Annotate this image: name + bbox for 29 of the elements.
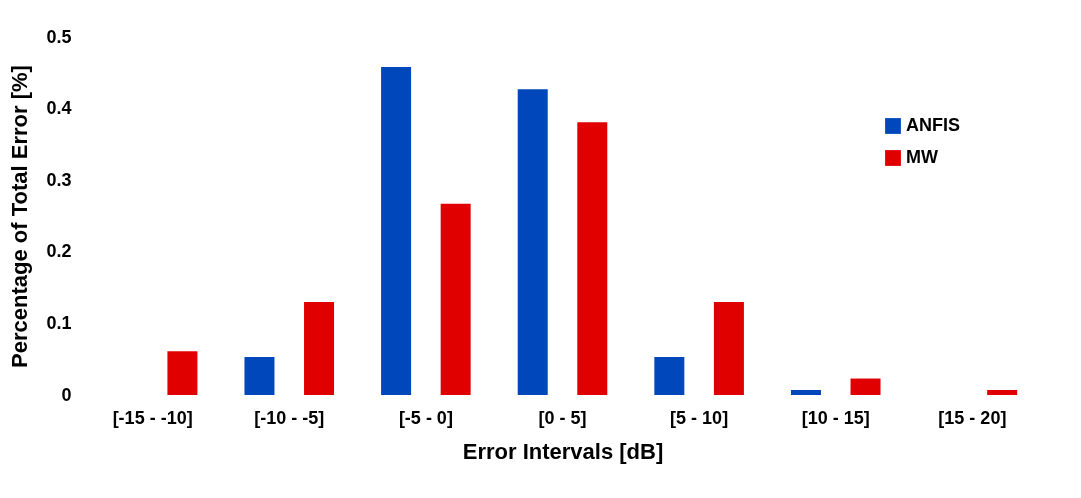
x-tick-label: [-15 - -10]: [112, 407, 193, 428]
x-tick-label: [5 - 10]: [670, 407, 729, 428]
bar: [987, 389, 1018, 395]
bar: [713, 301, 744, 395]
bar: [850, 378, 881, 395]
y-tick-label: 0.1: [46, 312, 72, 333]
bar: [440, 203, 471, 395]
legend-label: ANFIS: [906, 115, 960, 135]
y-tick-label: 0.4: [46, 98, 72, 119]
bar: [577, 122, 608, 395]
y-tick-label: 0.2: [46, 241, 72, 262]
x-tick-label: [10 - 15]: [801, 407, 870, 428]
bar: [517, 89, 548, 395]
y-tick-label: 0.5: [46, 26, 72, 47]
bar: [654, 357, 685, 395]
bar: [790, 389, 821, 395]
y-axis-title: Percentage of Total Error [%]: [7, 65, 33, 368]
x-axis-title: Error Intervals [dB]: [462, 438, 664, 464]
y-tick-label: 0: [61, 384, 72, 405]
y-tick-label: 0.3: [46, 169, 72, 190]
bar: [381, 67, 412, 395]
legend-label: MW: [906, 147, 938, 167]
x-tick-label: [-10 - -5]: [254, 407, 325, 428]
bar: [304, 301, 335, 395]
bar: [167, 351, 198, 395]
x-tick-label: [0 - 5]: [538, 407, 587, 428]
x-tick-label: [-5 - 0]: [398, 407, 453, 428]
bar: [244, 357, 275, 395]
x-tick-label: [15 - 20]: [938, 407, 1007, 428]
